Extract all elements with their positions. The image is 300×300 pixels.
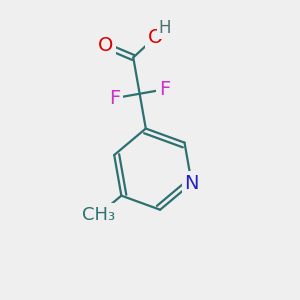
Text: N: N — [184, 174, 199, 193]
Text: H: H — [159, 19, 171, 37]
Text: CH₃: CH₃ — [82, 206, 116, 224]
Text: F: F — [159, 80, 170, 99]
Text: O: O — [147, 28, 163, 47]
Text: F: F — [110, 88, 121, 108]
Text: O: O — [98, 36, 113, 56]
